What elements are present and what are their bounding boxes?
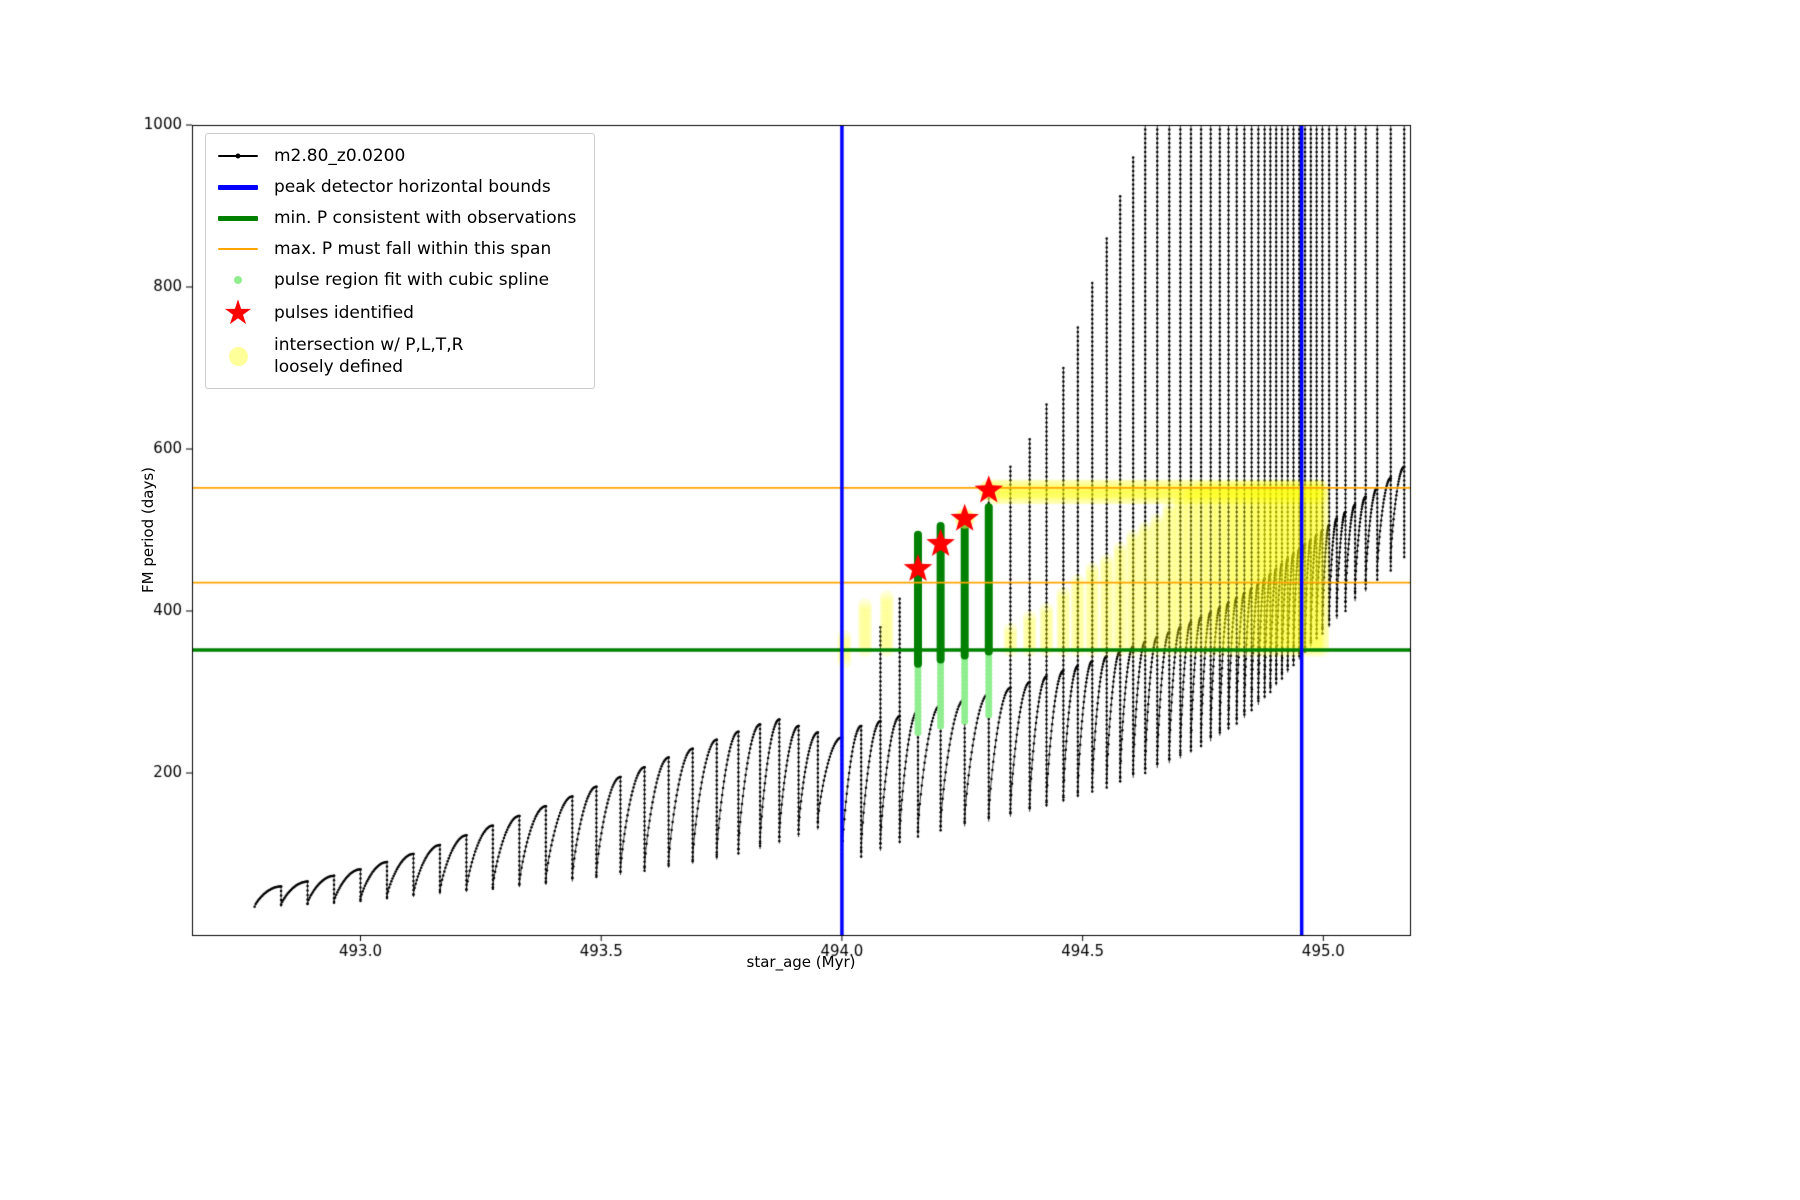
thick-line-icon [216,206,260,230]
legend-item-0: m2.80_z0.0200 [216,144,576,168]
legend-item-1: peak detector horizontal bounds [216,175,576,199]
line-dot-icon [216,144,260,168]
legend-item-label: peak detector horizontal bounds [274,176,551,197]
thick-line-icon [216,175,260,199]
legend-item-label: pulse region fit with cubic spline [274,269,550,290]
legend-item-4: pulse region fit with cubic spline [216,268,576,292]
small-dot-icon [216,268,260,292]
legend-item-label: max. P must fall within this span [274,238,552,259]
line-icon [216,237,260,261]
legend-item-3: max. P must fall within this span [216,237,576,261]
big-dot-icon [216,344,260,368]
x-axis-label: star_age (Myr) [746,953,856,971]
legend-item-label: min. P consistent with observations [274,207,577,228]
legend-item-label: pulses identified [274,302,414,323]
legend-item-label: m2.80_z0.0200 [274,145,406,166]
legend-item-label: intersection w/ P,L,T,R loosely defined [274,335,464,378]
legend-item-6: intersection w/ P,L,T,R loosely defined [216,334,576,378]
star-icon: ★ [222,293,254,333]
legend-item-2: min. P consistent with observations [216,206,576,230]
y-axis-label: FM period (days) [139,467,157,593]
legend-item-5: ★ pulses identified [216,293,576,333]
